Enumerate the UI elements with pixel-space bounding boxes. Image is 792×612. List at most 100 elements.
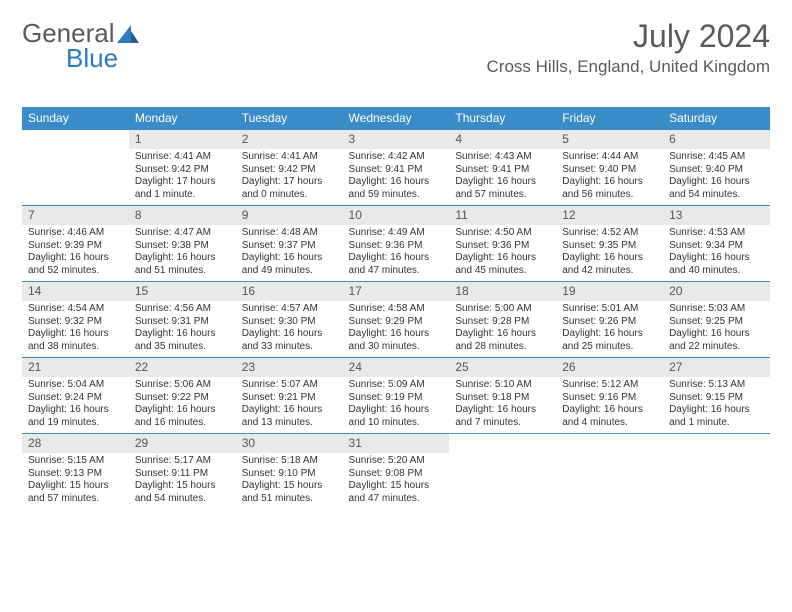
- weekday-header: Monday: [129, 107, 236, 129]
- day-details: Sunrise: 5:12 AMSunset: 9:16 PMDaylight:…: [556, 377, 663, 433]
- calendar-table: SundayMondayTuesdayWednesdayThursdayFrid…: [22, 107, 770, 509]
- day-detail-line: Sunset: 9:21 PM: [242, 392, 337, 405]
- day-details: Sunrise: 4:47 AMSunset: 9:38 PMDaylight:…: [129, 225, 236, 281]
- header: GeneralBlue July 2024 Cross Hills, Engla…: [22, 18, 770, 77]
- weekday-header: Saturday: [663, 107, 770, 129]
- day-detail-line: Sunrise: 4:46 AM: [28, 227, 123, 240]
- day-detail-line: Sunrise: 5:06 AM: [135, 379, 230, 392]
- day-detail-line: Sunset: 9:35 PM: [562, 240, 657, 253]
- day-number: 1: [129, 129, 236, 149]
- calendar-cell: 5Sunrise: 4:44 AMSunset: 9:40 PMDaylight…: [556, 129, 663, 205]
- day-detail-line: Daylight: 15 hours and 57 minutes.: [28, 480, 123, 505]
- calendar-cell: 22Sunrise: 5:06 AMSunset: 9:22 PMDayligh…: [129, 357, 236, 433]
- calendar-cell: 17Sunrise: 4:58 AMSunset: 9:29 PMDayligh…: [343, 281, 450, 357]
- day-number: 18: [449, 281, 556, 301]
- day-detail-line: Daylight: 17 hours and 1 minute.: [135, 176, 230, 201]
- day-detail-line: Daylight: 16 hours and 7 minutes.: [455, 404, 550, 429]
- day-number: 13: [663, 205, 770, 225]
- day-detail-line: Sunset: 9:36 PM: [455, 240, 550, 253]
- day-details: Sunrise: 4:52 AMSunset: 9:35 PMDaylight:…: [556, 225, 663, 281]
- day-number: 11: [449, 205, 556, 225]
- day-detail-line: Daylight: 16 hours and 56 minutes.: [562, 176, 657, 201]
- day-detail-line: Sunset: 9:11 PM: [135, 468, 230, 481]
- day-detail-line: Sunrise: 4:53 AM: [669, 227, 764, 240]
- day-detail-line: Sunset: 9:19 PM: [349, 392, 444, 405]
- day-detail-line: Sunrise: 4:56 AM: [135, 303, 230, 316]
- day-number: 24: [343, 357, 450, 377]
- day-detail-line: Daylight: 15 hours and 54 minutes.: [135, 480, 230, 505]
- day-details: Sunrise: 4:50 AMSunset: 9:36 PMDaylight:…: [449, 225, 556, 281]
- day-detail-line: Daylight: 16 hours and 33 minutes.: [242, 328, 337, 353]
- weekday-header: Friday: [556, 107, 663, 129]
- day-detail-line: Sunrise: 4:57 AM: [242, 303, 337, 316]
- day-number: 30: [236, 433, 343, 453]
- day-details: Sunrise: 4:53 AMSunset: 9:34 PMDaylight:…: [663, 225, 770, 281]
- day-detail-line: Sunset: 9:41 PM: [349, 164, 444, 177]
- day-detail-line: Sunrise: 4:44 AM: [562, 151, 657, 164]
- day-detail-line: Sunset: 9:42 PM: [135, 164, 230, 177]
- calendar-cell: 31Sunrise: 5:20 AMSunset: 9:08 PMDayligh…: [343, 433, 450, 509]
- day-detail-line: Sunrise: 5:12 AM: [562, 379, 657, 392]
- day-number: [556, 433, 663, 453]
- day-detail-line: Daylight: 16 hours and 10 minutes.: [349, 404, 444, 429]
- title-block: July 2024 Cross Hills, England, United K…: [487, 18, 770, 77]
- day-detail-line: Sunrise: 5:10 AM: [455, 379, 550, 392]
- day-detail-line: Sunrise: 4:54 AM: [28, 303, 123, 316]
- day-detail-line: Daylight: 16 hours and 4 minutes.: [562, 404, 657, 429]
- day-number: 26: [556, 357, 663, 377]
- day-detail-line: Sunset: 9:25 PM: [669, 316, 764, 329]
- day-detail-line: Sunrise: 5:00 AM: [455, 303, 550, 316]
- day-details: Sunrise: 5:06 AMSunset: 9:22 PMDaylight:…: [129, 377, 236, 433]
- day-detail-line: Daylight: 15 hours and 47 minutes.: [349, 480, 444, 505]
- day-detail-line: Sunset: 9:08 PM: [349, 468, 444, 481]
- day-number: 29: [129, 433, 236, 453]
- day-detail-line: Daylight: 16 hours and 40 minutes.: [669, 252, 764, 277]
- day-detail-line: Daylight: 16 hours and 42 minutes.: [562, 252, 657, 277]
- calendar-cell: 4Sunrise: 4:43 AMSunset: 9:41 PMDaylight…: [449, 129, 556, 205]
- calendar-cell: 6Sunrise: 4:45 AMSunset: 9:40 PMDaylight…: [663, 129, 770, 205]
- calendar-week-row: 21Sunrise: 5:04 AMSunset: 9:24 PMDayligh…: [22, 357, 770, 433]
- logo: GeneralBlue: [22, 18, 139, 74]
- day-details: Sunrise: 4:57 AMSunset: 9:30 PMDaylight:…: [236, 301, 343, 357]
- day-number: 7: [22, 205, 129, 225]
- day-number: 2: [236, 129, 343, 149]
- calendar-cell: 20Sunrise: 5:03 AMSunset: 9:25 PMDayligh…: [663, 281, 770, 357]
- calendar-cell: 9Sunrise: 4:48 AMSunset: 9:37 PMDaylight…: [236, 205, 343, 281]
- day-detail-line: Sunrise: 4:43 AM: [455, 151, 550, 164]
- day-detail-line: Sunrise: 4:50 AM: [455, 227, 550, 240]
- day-detail-line: Daylight: 16 hours and 47 minutes.: [349, 252, 444, 277]
- day-number: [22, 129, 129, 149]
- day-detail-line: Sunrise: 5:17 AM: [135, 455, 230, 468]
- logo-word2: Blue: [66, 43, 139, 74]
- day-detail-line: Daylight: 16 hours and 13 minutes.: [242, 404, 337, 429]
- calendar-cell: 1Sunrise: 4:41 AMSunset: 9:42 PMDaylight…: [129, 129, 236, 205]
- calendar-cell: 14Sunrise: 4:54 AMSunset: 9:32 PMDayligh…: [22, 281, 129, 357]
- day-details: Sunrise: 5:00 AMSunset: 9:28 PMDaylight:…: [449, 301, 556, 357]
- day-details: Sunrise: 5:03 AMSunset: 9:25 PMDaylight:…: [663, 301, 770, 357]
- day-detail-line: Daylight: 16 hours and 38 minutes.: [28, 328, 123, 353]
- day-number: 12: [556, 205, 663, 225]
- calendar-cell: 19Sunrise: 5:01 AMSunset: 9:26 PMDayligh…: [556, 281, 663, 357]
- day-details: Sunrise: 5:01 AMSunset: 9:26 PMDaylight:…: [556, 301, 663, 357]
- day-detail-line: Sunrise: 5:03 AM: [669, 303, 764, 316]
- day-detail-line: Daylight: 16 hours and 51 minutes.: [135, 252, 230, 277]
- day-number: 15: [129, 281, 236, 301]
- day-detail-line: Sunset: 9:34 PM: [669, 240, 764, 253]
- day-detail-line: Sunset: 9:30 PM: [242, 316, 337, 329]
- calendar-cell: 23Sunrise: 5:07 AMSunset: 9:21 PMDayligh…: [236, 357, 343, 433]
- day-details: Sunrise: 4:46 AMSunset: 9:39 PMDaylight:…: [22, 225, 129, 281]
- day-details: Sunrise: 5:13 AMSunset: 9:15 PMDaylight:…: [663, 377, 770, 433]
- calendar-cell: [22, 129, 129, 205]
- weekday-header: Wednesday: [343, 107, 450, 129]
- day-detail-line: Sunrise: 5:01 AM: [562, 303, 657, 316]
- day-detail-line: Sunset: 9:26 PM: [562, 316, 657, 329]
- day-detail-line: Daylight: 16 hours and 52 minutes.: [28, 252, 123, 277]
- calendar-cell: 13Sunrise: 4:53 AMSunset: 9:34 PMDayligh…: [663, 205, 770, 281]
- day-detail-line: Sunrise: 5:09 AM: [349, 379, 444, 392]
- weekday-header: Thursday: [449, 107, 556, 129]
- calendar-cell: 10Sunrise: 4:49 AMSunset: 9:36 PMDayligh…: [343, 205, 450, 281]
- day-details: Sunrise: 5:20 AMSunset: 9:08 PMDaylight:…: [343, 453, 450, 509]
- day-detail-line: Sunset: 9:32 PM: [28, 316, 123, 329]
- day-number: 10: [343, 205, 450, 225]
- day-number: 16: [236, 281, 343, 301]
